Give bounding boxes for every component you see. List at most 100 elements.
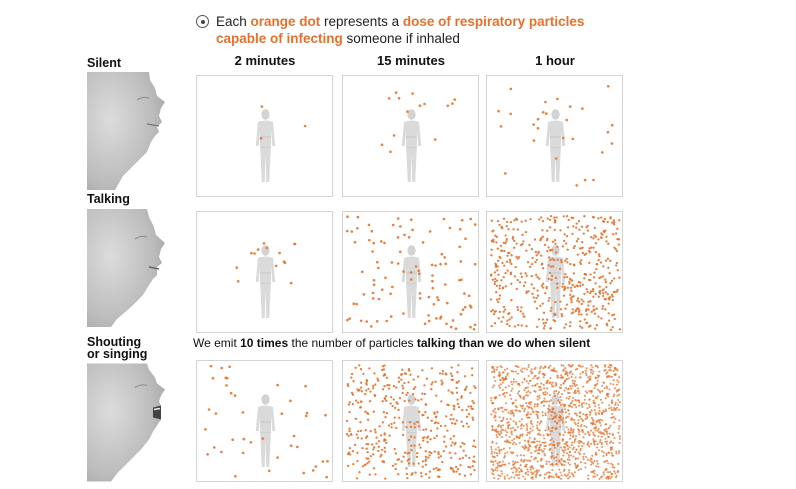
particle-dot — [530, 262, 534, 266]
particle-dot — [510, 254, 513, 257]
particle-dot — [435, 394, 438, 397]
particle-dot — [601, 390, 604, 393]
particle-dot — [512, 463, 515, 466]
particle-dot — [558, 411, 561, 414]
particle-dot — [521, 381, 524, 384]
particle-dot — [544, 292, 547, 295]
face-profile-shouting-icon — [87, 360, 167, 485]
particle-dot — [594, 453, 597, 456]
particle-dot — [614, 408, 617, 411]
particle-dot — [507, 421, 510, 424]
particle-dot — [544, 100, 547, 104]
particle-dot — [605, 452, 608, 455]
particle-dot — [566, 415, 569, 418]
particle-dot — [507, 228, 510, 231]
particle-dot — [560, 457, 563, 460]
particle-dot — [497, 300, 500, 304]
particle-dot — [583, 452, 586, 455]
particle-dot — [570, 375, 573, 378]
particle-dot — [424, 455, 428, 458]
particle-dot — [602, 473, 605, 476]
particle-dot — [367, 457, 370, 460]
particle-dot — [536, 427, 539, 430]
particle-dot — [587, 308, 590, 311]
particle-dot — [473, 460, 476, 463]
particle-dot — [564, 431, 567, 434]
particle-dot — [428, 454, 431, 457]
particle-dot — [543, 444, 546, 448]
particle-dot — [418, 104, 422, 107]
particle-dot — [523, 315, 526, 318]
particle-dot — [414, 398, 417, 401]
particle-dot — [550, 429, 554, 433]
particle-dot — [541, 282, 545, 285]
particle-dot — [490, 460, 493, 463]
particle-dot — [542, 464, 545, 467]
particle-dot — [544, 393, 547, 396]
particle-dot — [451, 102, 454, 105]
particle-dot — [494, 397, 497, 400]
particle-dot — [541, 219, 545, 223]
particle-dot — [612, 223, 616, 226]
particle-dot — [610, 452, 613, 455]
particle-dot — [508, 394, 512, 397]
particle-dot — [536, 460, 539, 463]
particle-dot — [550, 451, 553, 454]
particle-dot — [504, 375, 508, 378]
particle-dot — [536, 417, 539, 420]
particle-dot — [595, 307, 598, 310]
particle-dot — [594, 427, 598, 430]
particle-dot — [511, 443, 515, 446]
particle-dot — [586, 407, 589, 410]
particle-dot — [548, 460, 551, 463]
particle-dot — [449, 418, 452, 421]
particle-dot — [612, 441, 615, 445]
particle-dot — [345, 229, 349, 233]
particle-dot — [497, 474, 500, 477]
particle-dot — [498, 223, 501, 227]
particle-dot — [588, 398, 591, 401]
particle-dot — [472, 444, 475, 448]
particle-dot — [494, 448, 497, 451]
particle-dot — [588, 378, 592, 381]
particle-dot — [350, 376, 353, 379]
particle-dot — [491, 450, 494, 453]
particle-dot — [572, 396, 575, 400]
particle-dot — [604, 397, 607, 400]
particle-dot — [441, 369, 445, 373]
particle-dot — [424, 463, 428, 466]
particle-dot — [568, 364, 571, 367]
particle-dot — [494, 411, 497, 414]
particle-dot — [443, 256, 446, 259]
particle-dot — [613, 393, 616, 396]
particle-dot — [521, 312, 525, 315]
particle-dot — [515, 421, 518, 424]
particle-dot — [502, 392, 505, 395]
particle-dot — [345, 419, 349, 423]
particle-dot — [473, 262, 477, 266]
particle-dot — [569, 278, 572, 281]
particle-dot — [602, 292, 605, 295]
particle-dot — [603, 369, 606, 372]
particle-dot — [458, 245, 461, 249]
particle-dot — [594, 242, 598, 245]
particle-dot — [473, 439, 476, 442]
particle-dot — [547, 299, 550, 302]
particle-dot — [598, 410, 601, 413]
particle-dot — [471, 374, 474, 377]
particle-dot — [505, 391, 508, 394]
particle-dot — [373, 428, 377, 431]
particle-dot — [551, 265, 555, 268]
particle-dot — [584, 372, 588, 375]
particle-dot — [471, 416, 474, 419]
particle-dot — [427, 314, 430, 317]
particle-dot — [589, 375, 592, 378]
particle-dot — [515, 436, 518, 439]
particle-dot — [444, 424, 447, 428]
particle-dot — [493, 282, 496, 286]
particle-dot — [505, 434, 508, 437]
legend-text-1: Each — [216, 14, 251, 29]
particle-dot — [406, 459, 409, 462]
particle-dot — [550, 456, 553, 459]
particle-dot — [398, 396, 402, 400]
